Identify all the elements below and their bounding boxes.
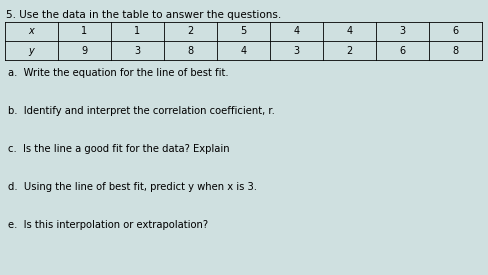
Text: 1: 1 [81, 26, 87, 37]
Text: y: y [29, 45, 34, 56]
Text: 3: 3 [400, 26, 406, 37]
Text: 3: 3 [293, 45, 300, 56]
Text: x: x [29, 26, 34, 37]
Text: 1: 1 [134, 26, 141, 37]
Text: 4: 4 [241, 45, 246, 56]
Text: 2: 2 [187, 26, 194, 37]
Text: 4: 4 [293, 26, 300, 37]
Text: e.  Is this interpolation or extrapolation?: e. Is this interpolation or extrapolatio… [8, 220, 208, 230]
Text: 5: 5 [241, 26, 246, 37]
Text: 8: 8 [452, 45, 459, 56]
Text: 6: 6 [400, 45, 406, 56]
Text: 4: 4 [346, 26, 352, 37]
Text: d.  Using the line of best fit, predict y when x is 3.: d. Using the line of best fit, predict y… [8, 182, 257, 192]
Text: c.  Is the line a good fit for the data? Explain: c. Is the line a good fit for the data? … [8, 144, 230, 154]
Text: a.  Write the equation for the line of best fit.: a. Write the equation for the line of be… [8, 68, 228, 78]
Text: 6: 6 [452, 26, 459, 37]
Text: 9: 9 [81, 45, 87, 56]
Text: 2: 2 [346, 45, 353, 56]
Text: b.  Identify and interpret the correlation coefficient, r.: b. Identify and interpret the correlatio… [8, 106, 275, 116]
Text: 3: 3 [134, 45, 141, 56]
Text: 5. Use the data in the table to answer the questions.: 5. Use the data in the table to answer t… [6, 10, 281, 20]
Text: 8: 8 [187, 45, 194, 56]
